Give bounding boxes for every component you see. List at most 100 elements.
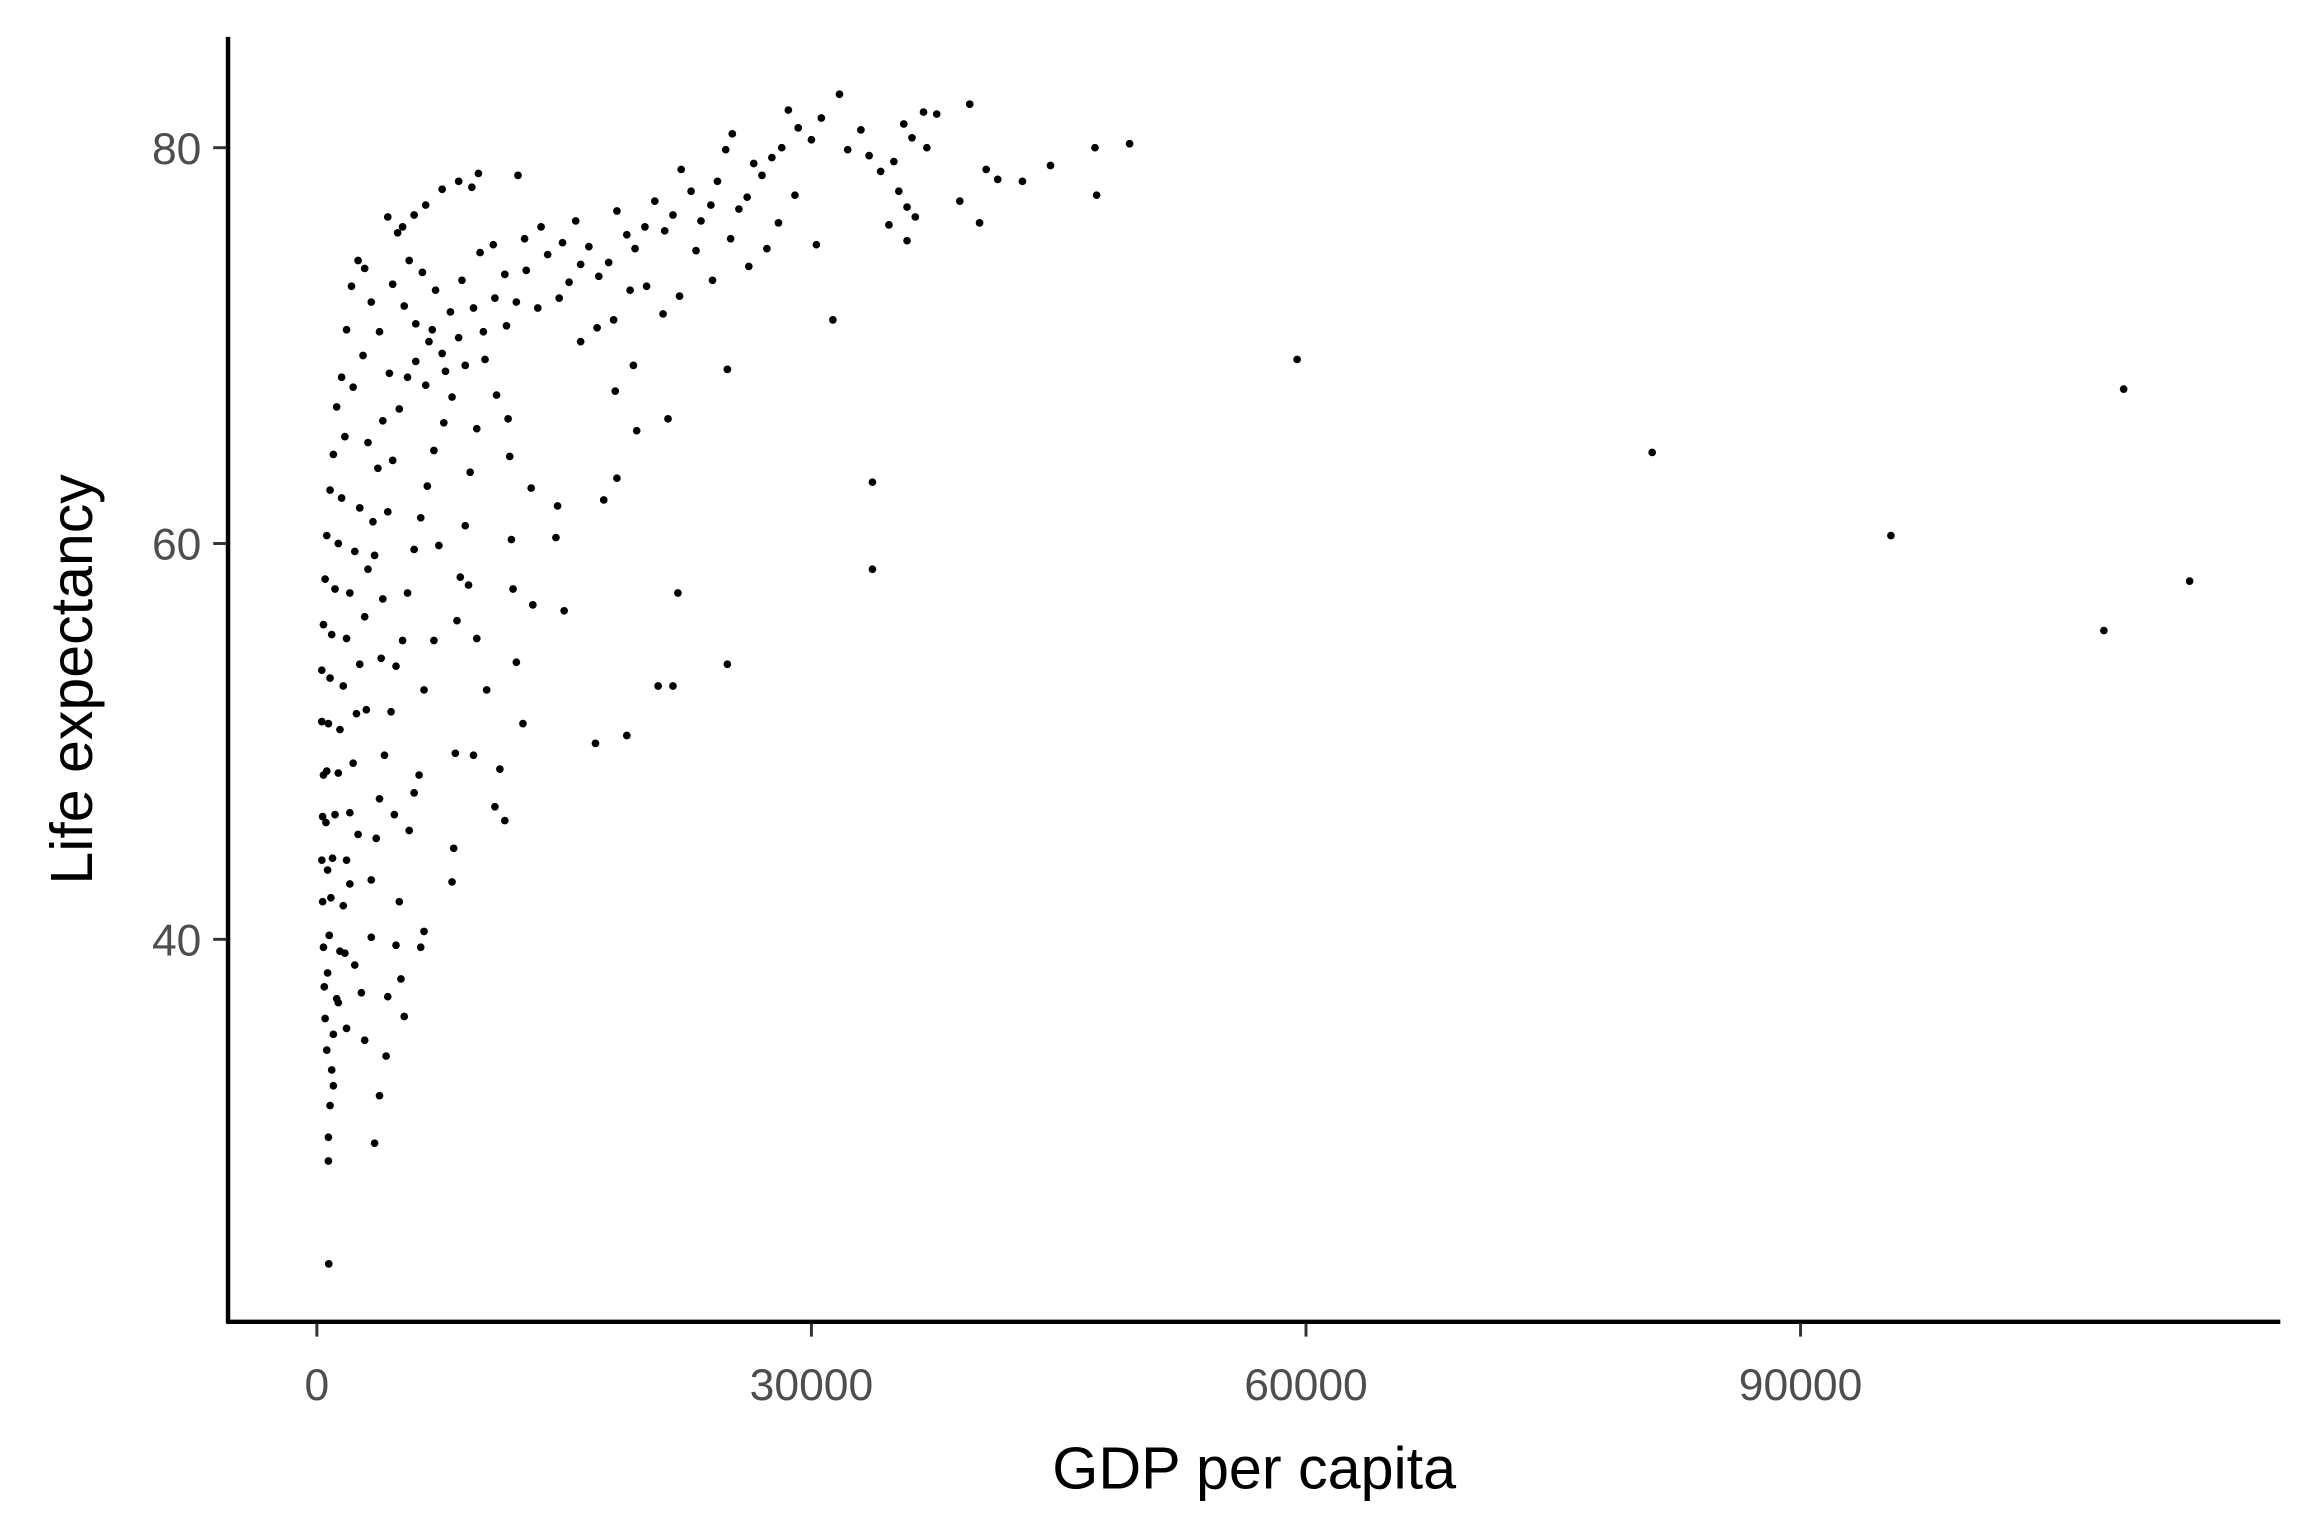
data-point [504,414,512,423]
data-point [405,256,414,265]
data-point [329,450,338,459]
data-point [392,941,400,950]
data-point [320,982,329,991]
data-point [319,620,328,629]
data-point [502,321,511,330]
data-point [829,316,837,324]
data-point [1018,177,1027,186]
data-point [410,789,418,797]
data-point [390,810,399,819]
data-point [326,486,334,494]
data-point [428,325,437,334]
data-point [868,478,877,486]
data-point [438,185,447,194]
data-point [446,308,455,316]
data-point [611,387,620,395]
data-point [355,660,364,669]
data-point [328,854,337,863]
data-point [903,236,911,245]
data-point [585,242,593,251]
data-point [1092,191,1101,200]
data-point [334,769,343,777]
data-point [362,705,371,714]
data-point [378,416,387,425]
data-point [441,367,450,376]
data-point [777,143,786,152]
data-point [370,1139,379,1148]
data-point [1046,161,1055,170]
data-point [420,686,428,694]
data-point [474,169,483,178]
data-point [327,630,336,639]
data-point [555,294,564,302]
data-point [613,207,621,215]
data-point [565,278,573,287]
data-point [454,333,463,342]
data-point [350,547,359,556]
data-point [472,634,481,643]
data-point [324,1260,333,1268]
data-point [393,228,402,237]
data-point [317,666,326,675]
data-point [324,1133,333,1142]
y-tick-label: 40 [152,917,201,966]
data-point [370,551,379,560]
data-point [411,319,420,328]
data-point [431,286,440,295]
data-point [336,725,344,734]
data-point [543,250,552,259]
data-point [669,211,677,219]
data-point [322,1046,331,1054]
data-point [520,234,529,243]
data-point [629,361,638,370]
data-point [794,124,803,132]
data-point [482,686,491,694]
data-point [467,183,476,192]
data-point [472,424,481,433]
data-point [726,234,735,243]
data-point [352,709,361,718]
data-point [375,327,384,336]
data-point [713,177,722,186]
data-point [388,456,397,465]
data-point [553,502,562,510]
data-point [677,165,686,174]
data-point [461,521,470,530]
data-point [400,302,409,310]
data-point [728,129,737,138]
data-point [388,280,397,289]
data-point [1125,139,1134,148]
data-point [868,565,877,574]
data-point [331,810,339,819]
data-point [466,468,475,477]
data-point [324,1157,333,1165]
data-point [807,135,816,144]
data-point [341,949,349,958]
data-point [512,298,521,306]
data-point [451,749,460,758]
data-point [318,897,327,906]
data-point [687,187,695,196]
data-point [669,682,677,690]
data-point [899,120,908,128]
data-point [613,474,621,483]
data-point [387,707,395,716]
data-point [857,126,865,134]
data-point [357,988,366,997]
data-point [519,719,527,728]
data-point [421,201,430,209]
data-point [674,589,682,597]
data-point [342,1024,351,1033]
y-ticks: 40 60 80 [152,125,227,966]
data-point [329,1081,338,1090]
data-point [458,276,466,285]
data-point [383,508,392,516]
data-point [322,818,330,827]
data-point [341,432,349,441]
data-point [919,108,928,116]
data-point [324,719,333,728]
data-point [817,114,826,122]
data-point [1091,143,1099,152]
data-point [500,270,509,279]
